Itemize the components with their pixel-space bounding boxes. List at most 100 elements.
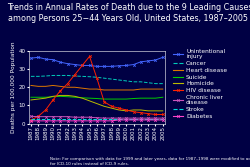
Heart disease: [103, 89, 106, 91]
Suicide: [125, 98, 128, 100]
Stroke: [44, 118, 47, 120]
Homicide: [52, 95, 54, 97]
Chronic liver
disease: [96, 117, 98, 119]
HIV disease: [103, 101, 106, 103]
Y-axis label: Deaths per 100,000 Population: Deaths per 100,000 Population: [12, 42, 16, 133]
Chronic liver
disease: [37, 116, 40, 118]
Unintentional
injury: [96, 65, 98, 67]
Stroke: [103, 118, 106, 120]
Stroke: [154, 118, 157, 120]
Text: Note: For comparison with data for 1999 and later years, data for 1987–1998 were: Note: For comparison with data for 1999 …: [50, 157, 250, 166]
HIV disease: [161, 114, 164, 116]
Cancer: [59, 74, 62, 76]
Line: Suicide: Suicide: [31, 96, 163, 99]
Chronic liver
disease: [147, 117, 150, 119]
Diabetes: [117, 119, 120, 121]
Unintentional
injury: [30, 57, 32, 59]
HIV disease: [74, 73, 76, 75]
Line: HIV disease: HIV disease: [30, 55, 164, 121]
HIV disease: [30, 119, 32, 121]
Stroke: [147, 118, 150, 120]
Suicide: [37, 96, 40, 98]
Line: Diabetes: Diabetes: [30, 119, 164, 122]
Unintentional
injury: [88, 64, 91, 66]
Suicide: [81, 97, 84, 99]
Suicide: [110, 98, 113, 100]
Unintentional
injury: [154, 59, 157, 61]
Unintentional
injury: [52, 59, 54, 61]
Stroke: [161, 118, 164, 120]
Stroke: [52, 118, 54, 120]
Chronic liver
disease: [132, 117, 135, 119]
Cancer: [52, 74, 54, 76]
Suicide: [147, 97, 150, 99]
Unintentional
injury: [110, 65, 113, 67]
Heart disease: [110, 89, 113, 91]
Homicide: [96, 103, 98, 105]
Homicide: [110, 107, 113, 109]
Stroke: [37, 118, 40, 120]
Chronic liver
disease: [81, 116, 84, 118]
HIV disease: [81, 64, 84, 66]
Cancer: [74, 75, 76, 77]
Homicide: [147, 110, 150, 112]
Homicide: [161, 110, 164, 112]
Cancer: [147, 82, 150, 84]
Heart disease: [161, 88, 164, 90]
Legend: Unintentional
injury, Cancer, Heart disease, Suicide, Homicide, HIV disease, Chr: Unintentional injury, Cancer, Heart dise…: [172, 48, 228, 119]
Homicide: [74, 95, 76, 97]
Cancer: [154, 83, 157, 85]
Stroke: [66, 118, 69, 120]
HIV disease: [110, 105, 113, 107]
Homicide: [81, 97, 84, 99]
Heart disease: [117, 89, 120, 91]
HIV disease: [154, 114, 157, 116]
Chronic liver
disease: [103, 117, 106, 119]
Chronic liver
disease: [154, 117, 157, 119]
Homicide: [132, 109, 135, 111]
Chronic liver
disease: [44, 116, 47, 118]
Cancer: [96, 76, 98, 78]
Diabetes: [161, 119, 164, 121]
Line: Heart disease: Heart disease: [31, 86, 163, 90]
Suicide: [132, 98, 135, 100]
Chronic liver
disease: [117, 117, 120, 119]
Unintentional
injury: [147, 60, 150, 62]
Heart disease: [59, 85, 62, 87]
Line: Homicide: Homicide: [31, 95, 163, 111]
Heart disease: [139, 88, 142, 90]
Suicide: [88, 97, 91, 99]
Diabetes: [139, 119, 142, 121]
Suicide: [117, 98, 120, 100]
Chronic liver
disease: [59, 116, 62, 118]
Suicide: [161, 96, 164, 98]
Heart disease: [52, 85, 54, 87]
Diabetes: [52, 120, 54, 122]
Homicide: [66, 94, 69, 96]
Cancer: [44, 75, 47, 77]
Unintentional
injury: [66, 63, 69, 65]
Cancer: [103, 77, 106, 79]
Homicide: [139, 109, 142, 111]
Heart disease: [37, 85, 40, 87]
Heart disease: [154, 88, 157, 90]
HIV disease: [59, 90, 62, 92]
Cancer: [161, 83, 164, 85]
Stroke: [88, 118, 91, 120]
Diabetes: [44, 120, 47, 122]
Stroke: [117, 118, 120, 120]
Diabetes: [125, 119, 128, 121]
Unintentional
injury: [103, 65, 106, 67]
Heart disease: [132, 89, 135, 91]
Line: Unintentional
injury: Unintentional injury: [30, 56, 164, 68]
Suicide: [44, 96, 47, 98]
Suicide: [139, 97, 142, 99]
Homicide: [37, 98, 40, 100]
Chronic liver
disease: [30, 115, 32, 117]
Homicide: [59, 94, 62, 96]
Heart disease: [74, 86, 76, 88]
Stroke: [74, 118, 76, 120]
Cancer: [110, 78, 113, 80]
Diabetes: [30, 120, 32, 122]
Suicide: [66, 96, 69, 98]
